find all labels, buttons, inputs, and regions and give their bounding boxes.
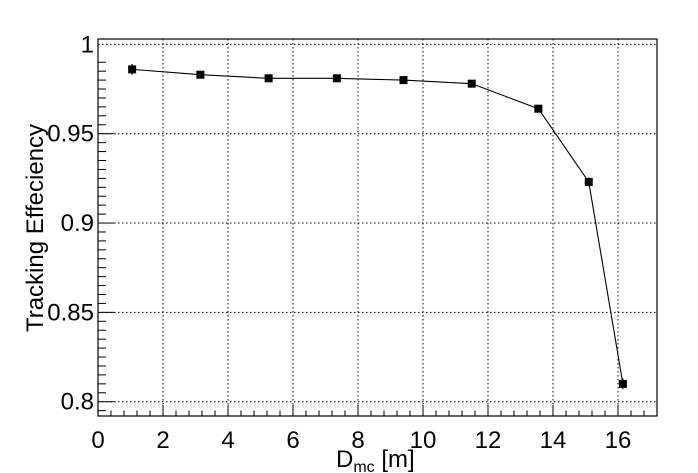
x-axis-title-unit: [m] <box>375 446 415 473</box>
data-series <box>128 64 627 390</box>
axis-ticks <box>97 61 658 416</box>
data-point <box>399 76 408 85</box>
x-tick-label: 10 <box>410 427 437 454</box>
x-tick-label: 6 <box>286 427 299 454</box>
x-tick-label: 0 <box>91 427 104 454</box>
data-point <box>584 177 593 186</box>
y-tick-label: 1 <box>81 31 94 58</box>
data-point <box>467 79 476 88</box>
data-point <box>332 74 341 83</box>
y-tick-label: 0.85 <box>47 299 94 326</box>
y-axis-title: Tracking Effeciency <box>22 124 49 332</box>
x-axis-title: Dmc [m] <box>336 446 415 473</box>
y-tick-label: 0.95 <box>47 121 94 148</box>
x-tick-label: 8 <box>351 427 364 454</box>
x-tick-label: 12 <box>475 427 502 454</box>
data-point <box>264 74 273 83</box>
x-tick-label: 16 <box>605 427 632 454</box>
y-tick-label: 0.9 <box>61 210 94 237</box>
series-line <box>132 68 624 384</box>
plot-border <box>97 38 658 417</box>
y-tick-label: 0.8 <box>61 389 94 416</box>
x-tick-label: 4 <box>221 427 234 454</box>
data-point <box>128 65 137 74</box>
x-axis-title-main: D <box>336 446 353 473</box>
plot-frame <box>97 38 658 417</box>
data-point <box>534 104 543 113</box>
x-axis-title-subscript: mc <box>353 459 374 473</box>
data-point <box>196 70 205 79</box>
grid-lines <box>98 39 657 416</box>
tick-labels: 0 2 4 6 8 10 12 14 16 0.8 0.85 0.9 0.95 1 <box>47 31 631 454</box>
x-tick-label: 14 <box>540 427 567 454</box>
x-tick-label: 2 <box>156 427 169 454</box>
data-point <box>618 379 627 388</box>
